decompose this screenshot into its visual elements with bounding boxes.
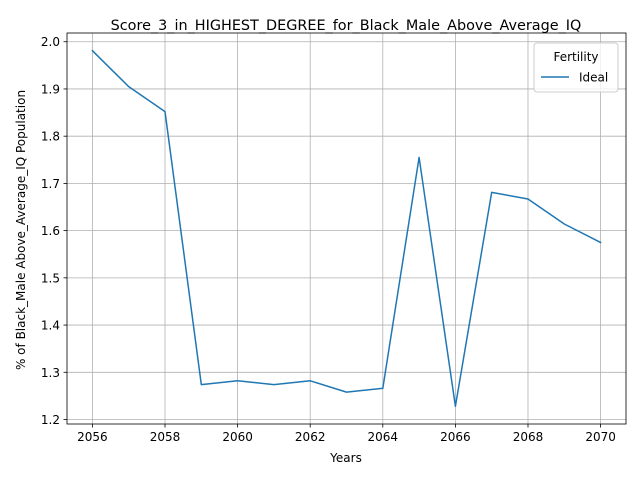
x-tick-label: 2068 [513, 430, 544, 444]
x-tick-label: 2066 [440, 430, 471, 444]
y-tick-label: 1.5 [41, 271, 60, 285]
legend: Fertility Ideal [533, 42, 619, 93]
x-tick-label: 2056 [77, 430, 108, 444]
y-tick-label: 1.2 [41, 413, 60, 427]
x-tick-label: 2058 [150, 430, 181, 444]
x-axis-title: Years [329, 451, 362, 465]
y-tick-label: 1.6 [41, 224, 60, 238]
legend-box [533, 42, 619, 93]
x-axis: 2056 2058 2060 2062 2064 2066 2068 2070 [77, 424, 616, 444]
y-tick-label: 1.3 [41, 366, 60, 380]
series-line-ideal [91, 49, 602, 408]
plot-area-frame [66, 32, 627, 425]
x-tick-label: 2064 [368, 430, 399, 444]
y-tick-label: 1.4 [41, 319, 60, 333]
x-tick-label: 2070 [585, 430, 616, 444]
y-axis-title: % of Black_Male Above_Average_IQ Populat… [14, 90, 28, 370]
y-axis: 1.2 1.3 1.4 1.5 1.6 1.7 1.8 1.9 2.0 [41, 35, 67, 427]
y-tick-label: 1.7 [41, 177, 60, 191]
y-tick-label: 1.8 [41, 130, 60, 144]
x-tick-label: 2060 [222, 430, 253, 444]
y-tick-label: 1.9 [41, 82, 60, 96]
gridlines [67, 33, 626, 424]
legend-label-ideal: Ideal [579, 71, 608, 85]
y-tick-label: 2.0 [41, 35, 60, 49]
x-tick-label: 2062 [295, 430, 326, 444]
chart-title: Score_3_in_HIGHEST_DEGREE_for_Black_Male… [111, 18, 582, 34]
legend-title: Fertility [553, 50, 598, 64]
series-layer [91, 49, 602, 408]
